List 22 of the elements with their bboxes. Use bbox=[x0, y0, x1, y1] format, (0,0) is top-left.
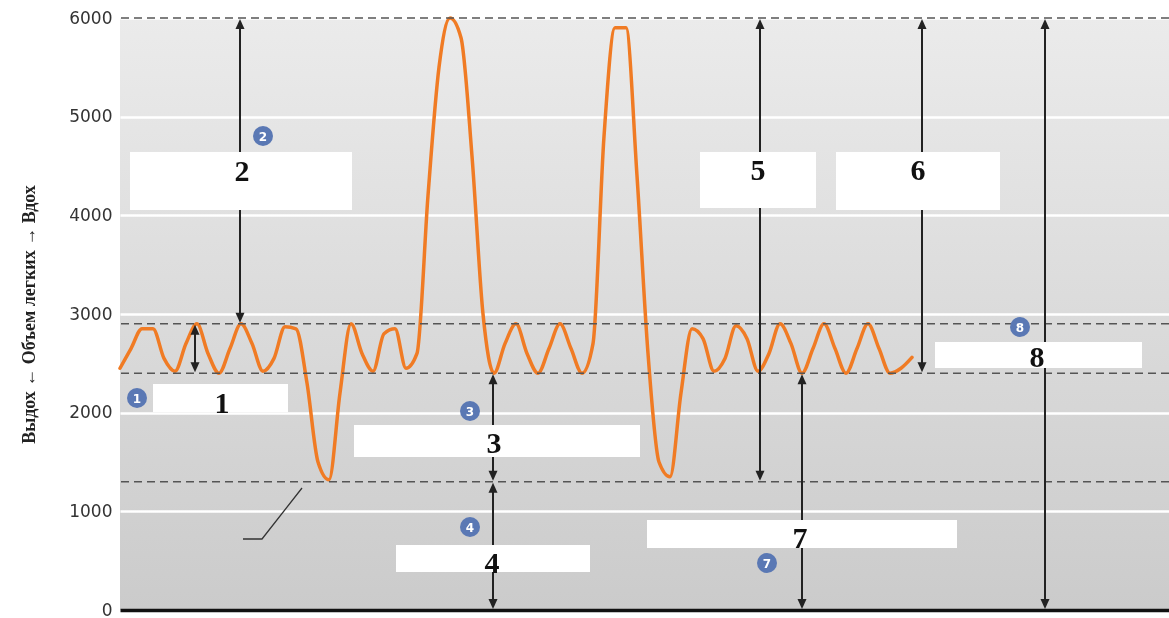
y-tick-label: 6000 bbox=[69, 7, 113, 28]
annotation: 3 bbox=[465, 404, 475, 419]
y-tick-label: 0 bbox=[101, 599, 113, 618]
y-tick-label: 5000 bbox=[69, 106, 113, 127]
annotation: 5 bbox=[750, 153, 766, 186]
annotation: 3 bbox=[486, 426, 502, 459]
annotation: 4 bbox=[484, 546, 500, 579]
text: 8 bbox=[1029, 340, 1045, 373]
text: 8 bbox=[1015, 320, 1025, 335]
y-axis-title: Выдох ← Объем легких → Вдох bbox=[19, 185, 40, 444]
annotation: 7 bbox=[792, 521, 808, 554]
y-tick-label: 1000 bbox=[69, 500, 113, 521]
annotation: 2 bbox=[234, 154, 250, 187]
annotation: 1 bbox=[214, 386, 230, 419]
annotation: 2 bbox=[258, 129, 268, 144]
y-tick-label: 2000 bbox=[69, 402, 113, 423]
y-tick-label: 3000 bbox=[69, 303, 113, 324]
y-tick-label: 4000 bbox=[69, 204, 113, 225]
annotation: 7 bbox=[762, 556, 772, 571]
annotation: 1 bbox=[132, 391, 142, 406]
annotation: 6 bbox=[910, 153, 926, 186]
annotation: 4 bbox=[465, 520, 475, 535]
